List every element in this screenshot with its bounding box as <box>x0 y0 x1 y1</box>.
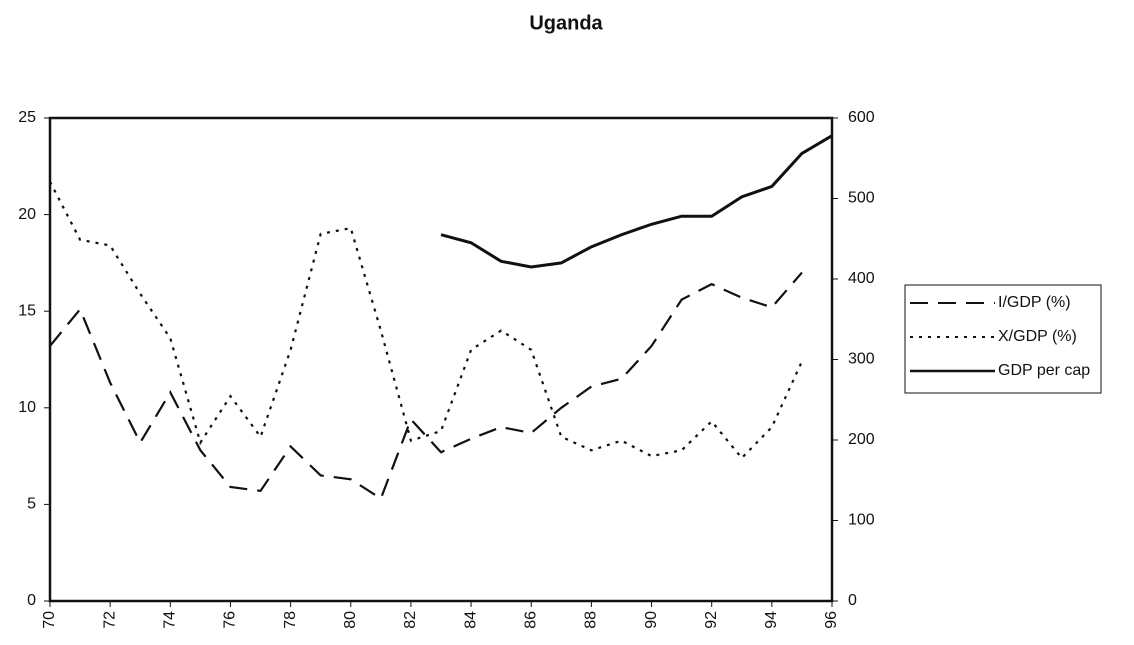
x-tick-label: 96 <box>823 611 840 629</box>
y-tick-label: 5 <box>27 496 36 513</box>
legend-box <box>904 284 1102 394</box>
x-tick-label: 72 <box>101 611 118 629</box>
x-tick-label: 86 <box>522 611 539 629</box>
y-tick-label: 15 <box>18 302 36 319</box>
y2-tick-label: 200 <box>848 431 875 448</box>
y2-tick-label: 300 <box>848 351 875 368</box>
x-tick-label: 82 <box>402 611 419 629</box>
y2-tick-label: 100 <box>848 512 875 529</box>
series-line <box>49 181 803 460</box>
x-tick-label: 74 <box>162 611 179 629</box>
y2-tick-label: 600 <box>848 109 875 126</box>
series-line <box>49 271 803 501</box>
series-line <box>440 134 833 269</box>
x-tick-label: 94 <box>763 611 780 629</box>
y-tick-label: 25 <box>18 109 36 126</box>
x-tick-label: 80 <box>342 611 359 629</box>
x-tick-label: 84 <box>462 611 479 629</box>
y2-tick-label: 500 <box>848 190 875 207</box>
x-tick-label: 76 <box>222 611 239 629</box>
y2-tick-label: 400 <box>848 270 875 287</box>
y-tick-label: 0 <box>27 592 36 609</box>
legend-label: I/GDP (%) <box>998 294 1071 311</box>
legend-label: GDP per cap <box>998 362 1090 379</box>
plot-frame <box>48 116 834 603</box>
y-tick-label: 20 <box>18 206 36 223</box>
chart-title: Uganda <box>529 12 603 34</box>
x-tick-label: 78 <box>282 611 299 629</box>
y-tick-label: 10 <box>18 399 36 416</box>
legend-label: X/GDP (%) <box>998 328 1077 345</box>
x-tick-label: 92 <box>703 611 720 629</box>
x-tick-label: 70 <box>41 611 58 629</box>
x-tick-label: 90 <box>643 611 660 629</box>
x-tick-label: 88 <box>583 611 600 629</box>
y2-tick-label: 0 <box>848 592 857 609</box>
